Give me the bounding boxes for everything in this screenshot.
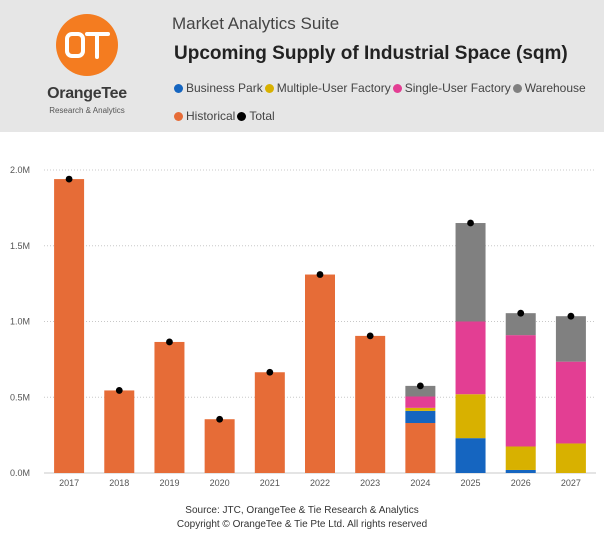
legend-dot-icon [392,84,402,93]
x-tick-label: 2021 [260,478,280,488]
legend-label: Warehouse [524,81,586,95]
bar-segment-single-user-factory-2025[interactable] [455,321,486,395]
y-tick-label: 1.0M [10,317,30,327]
legend-item-total[interactable]: Total [237,102,275,130]
bar-segment-historical-2022[interactable] [305,274,335,473]
legend-dot-icon [512,84,522,93]
x-tick-label: 2023 [360,478,380,488]
x-tick-label: 2024 [410,478,430,488]
x-tick-label: 2027 [561,478,581,488]
legend-dot-icon [237,112,247,121]
x-tick-label: 2017 [59,478,79,488]
legend-dot-icon [264,84,274,93]
legend-label: Multiple-User Factory [276,81,391,95]
chart-legend[interactable]: Business Park Multiple-User Factory Single… [174,74,594,130]
bar-segment-single-user-factory-2026[interactable] [505,335,536,447]
bar-segment-business-park-2026[interactable] [505,469,536,473]
total-marker-2024[interactable] [416,382,424,390]
bar-segment-multiple-user-factory-2027[interactable] [555,443,586,473]
legend-item-warehouse[interactable]: Warehouse [512,74,586,102]
total-marker-2026[interactable] [517,309,525,317]
bar-segment-business-park-2025[interactable] [455,438,486,473]
total-marker-2020[interactable] [216,415,224,423]
bar-segment-multiple-user-factory-2024[interactable] [405,407,436,411]
total-marker-2025[interactable] [467,219,474,227]
stacked-bar-chart: 0.0M 0.5M 1.0M 1.5M 2.0M 2017 2018 2019 2020 2021… [10,165,596,488]
total-marker-2017[interactable] [65,175,73,183]
logo-subtitle: Research & Analytics [49,106,125,115]
orangetee-logo-icon [56,14,118,76]
bar-segment-historical-2023[interactable] [355,335,386,473]
total-marker-2018[interactable] [115,387,123,394]
legend-label: Business Park [186,81,263,95]
total-marker-2023[interactable] [366,332,374,340]
legend-dot-icon [174,84,183,93]
x-tick-label: 2019 [159,478,179,488]
bar-segment-historical-2017[interactable] [54,179,85,473]
bar-segment-historical-2020[interactable] [204,419,235,473]
bar-segment-multiple-user-factory-2026[interactable] [505,446,536,470]
legend-item-single-user-factory[interactable]: Single-User Factory [392,74,511,102]
bar-segment-warehouse-2025[interactable] [455,223,486,322]
legend-label: Total [249,109,275,123]
source-note: Source: JTC, OrangeTee & Tie Research & … [185,505,419,516]
chart-title: Upcoming Supply of Industrial Space (sqm… [174,43,568,64]
bar-segment-warehouse-2026[interactable] [505,313,536,336]
bar-segment-historical-2024[interactable] [405,423,436,473]
legend-item-historical[interactable]: Historical [174,102,235,130]
bar-segment-historical-2019[interactable] [154,341,185,473]
bar-segment-single-user-factory-2024[interactable] [405,396,436,408]
x-tick-label: 2018 [109,478,129,488]
bar-segment-warehouse-2027[interactable] [555,316,586,362]
legend-item-multiple-user-factory[interactable]: Multiple-User Factory [264,74,391,102]
x-tick-label: 2022 [310,478,330,488]
x-tick-label: 2020 [210,478,230,488]
report-header: OrangeTee Research & Analytics Market An… [0,0,604,132]
logo-mark-icon [65,32,110,59]
footer: Source: JTC, OrangeTee & Tie Research & … [0,504,604,532]
y-tick-label: 0.0M [10,468,30,478]
bar-segment-warehouse-2024[interactable] [405,385,436,397]
legend-label: Single-User Factory [404,81,511,95]
legend-dot-icon [174,112,183,121]
y-tick-label: 0.5M [10,392,30,402]
x-tick-label: 2025 [461,478,481,488]
total-marker-2022[interactable] [316,271,324,278]
y-tick-label: 2.0M [10,165,30,175]
total-marker-2021[interactable] [266,368,274,376]
y-tick-label: 1.5M [10,241,30,251]
bar-segment-historical-2018[interactable] [104,390,135,473]
copyright-note: Copyright © OrangeTee & Tie Pte Ltd. All… [176,519,428,530]
legend-label: Historical [186,109,236,123]
total-marker-2027[interactable] [567,312,575,320]
legend-item-business-park[interactable]: Business Park [174,74,263,102]
bar-segment-historical-2021[interactable] [254,372,285,473]
x-tick-label: 2026 [511,478,531,488]
total-marker-2019[interactable] [166,338,173,346]
bar-segment-business-park-2024[interactable] [405,410,436,424]
bar-segment-single-user-factory-2027[interactable] [555,361,586,444]
bar-segment-multiple-user-factory-2025[interactable] [455,394,486,439]
app-title: Market Analytics Suite [172,14,340,33]
logo-name: OrangeTee [47,85,127,102]
